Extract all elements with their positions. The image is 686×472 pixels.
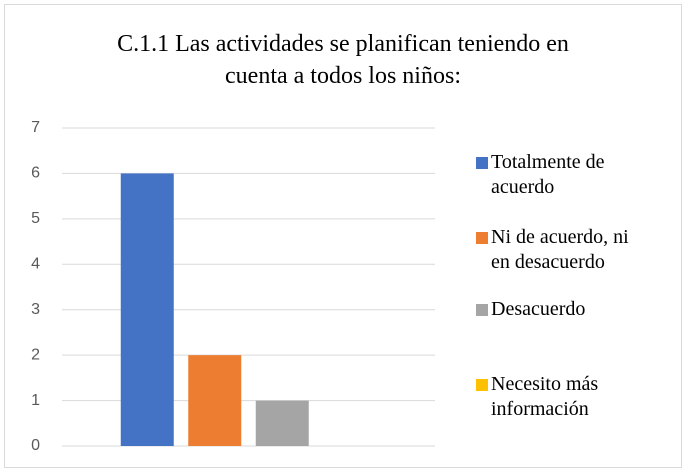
- chart-title: C.1.1 Las actividades se planifican teni…: [117, 31, 569, 89]
- legend-item: Totalmente de acuerdo: [476, 150, 636, 200]
- y-tick-label: 7: [31, 119, 40, 136]
- legend-item: Necesito más información: [476, 372, 636, 422]
- y-tick-label: 1: [31, 392, 40, 409]
- bar: [255, 400, 309, 446]
- chart-border: [4, 4, 682, 468]
- legend-label: Necesito más información: [491, 373, 599, 420]
- y-tick-label: 5: [31, 210, 40, 227]
- y-tick-label: 0: [31, 437, 40, 454]
- legend-item: Desacuerdo: [476, 297, 636, 322]
- y-tick-label: 2: [31, 346, 40, 363]
- legend-label: Ni de acuerdo, ni en desacuerdo: [491, 226, 629, 273]
- bar: [120, 173, 174, 446]
- legend-swatch: [476, 157, 488, 169]
- bar: [188, 355, 242, 446]
- legend-label: Totalmente de acuerdo: [491, 151, 605, 198]
- legend-swatch: [476, 379, 488, 391]
- legend-swatch: [476, 232, 488, 244]
- legend-item: Ni de acuerdo, ni en desacuerdo: [476, 225, 636, 275]
- legend-label: Desacuerdo: [491, 298, 586, 320]
- y-tick-label: 4: [31, 256, 40, 273]
- y-tick-label: 6: [31, 165, 40, 182]
- legend-swatch: [476, 304, 488, 316]
- y-tick-label: 3: [31, 301, 40, 318]
